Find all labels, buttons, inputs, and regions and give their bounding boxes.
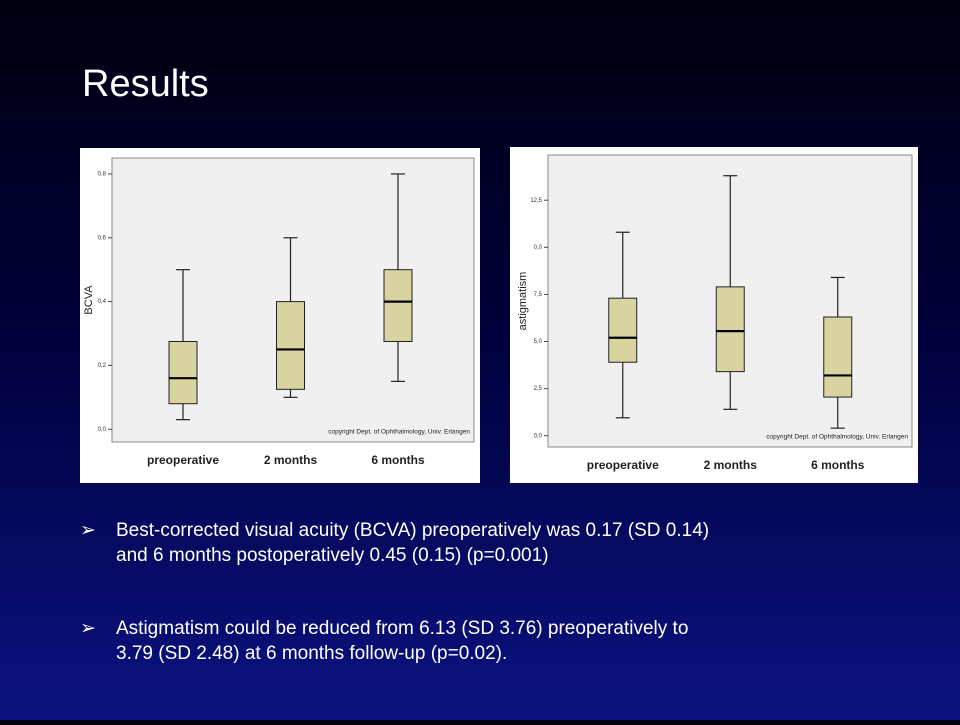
- box: [608, 297, 638, 363]
- y-tick-label: 2,5: [534, 386, 543, 392]
- y-tick-label: 0,0: [98, 427, 107, 433]
- y-tick-label: 0,6: [98, 235, 107, 241]
- bullet-symbol: ➢: [80, 520, 96, 541]
- bullet-text: 3.79 (SD 2.48) at 6 months follow-up (p=…: [116, 643, 507, 664]
- y-axis-label: astigmatism: [517, 272, 529, 331]
- y-tick-label: 0,0: [534, 433, 543, 439]
- box: [168, 340, 198, 405]
- x-tick-label: 2 months: [264, 453, 318, 467]
- y-tick-label: 0,2: [98, 363, 107, 369]
- y-tick-label: 7,5: [534, 292, 543, 298]
- y-tick-label: 5,0: [534, 339, 543, 345]
- y-tick-label: 12,5: [530, 198, 542, 204]
- x-tick-label: 2 months: [704, 458, 758, 472]
- bullet-text: Best-corrected visual acuity (BCVA) preo…: [116, 520, 709, 541]
- x-tick-label: preoperative: [587, 458, 659, 472]
- x-tick-label: 6 months: [371, 453, 425, 467]
- plot-area: [111, 157, 475, 443]
- box: [715, 286, 745, 373]
- annotation: copyright Dept. of Ophthalmology, Univ. …: [328, 429, 470, 436]
- x-tick-label: 6 months: [811, 458, 865, 472]
- x-tick-label: preoperative: [147, 453, 219, 467]
- bullet-text: Astigmatism could be reduced from 6.13 (…: [116, 618, 688, 639]
- slide-title: Results: [82, 63, 209, 105]
- annotation: copyright Dept. of Ophthalmology, Univ. …: [766, 434, 908, 441]
- y-tick-label: 0,4: [98, 299, 107, 305]
- y-tick-label: 0,8: [98, 172, 107, 178]
- bullet-symbol: ➢: [80, 618, 96, 639]
- box: [276, 301, 305, 390]
- box: [823, 316, 853, 398]
- box: [383, 269, 413, 342]
- bullet-text: and 6 months postoperatively 0.45 (0.15)…: [116, 545, 549, 566]
- y-tick-label: 0,0: [534, 245, 543, 251]
- y-axis-label: BCVA: [83, 285, 95, 315]
